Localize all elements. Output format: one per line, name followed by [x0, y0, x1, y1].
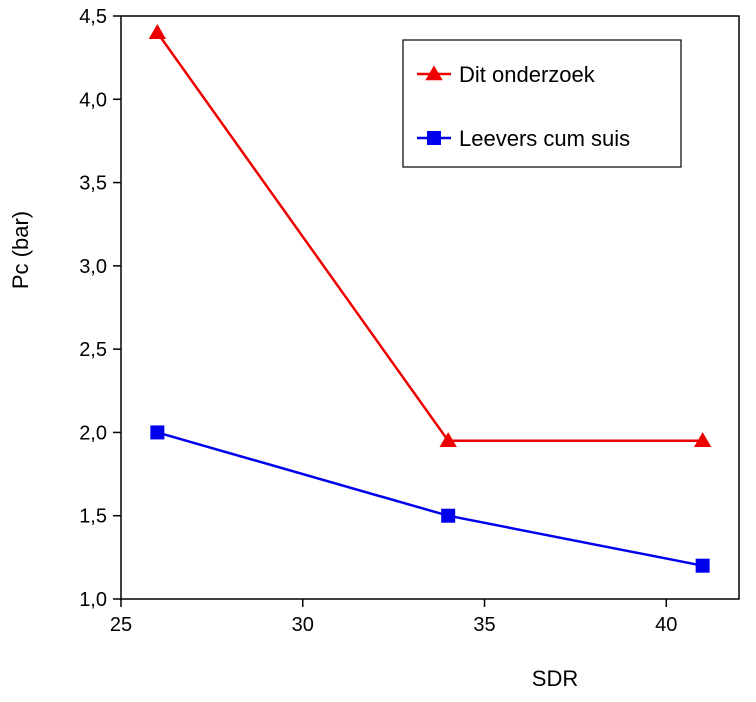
x-tick-label: 25 — [110, 614, 132, 636]
legend-item: Dit onderzoek — [417, 62, 596, 87]
x-axis: 25 30 35 40 — [110, 599, 677, 636]
series-layer — [148, 23, 712, 573]
triangle-marker — [148, 23, 167, 39]
y-tick-label: 4,5 — [79, 6, 107, 28]
triangle-marker — [439, 432, 457, 448]
y-tick-label: 4,0 — [79, 89, 107, 111]
y-tick-label: 3,5 — [79, 173, 107, 195]
legend-label: Dit onderzoek — [459, 62, 596, 87]
legend-item: Leevers cum suis — [417, 126, 630, 151]
square-marker — [695, 558, 710, 573]
square-marker — [441, 508, 456, 523]
triangle-marker — [425, 65, 443, 81]
legend: Dit onderzoek Leevers cum suis — [402, 39, 682, 168]
y-axis: 1,0 1,5 2,0 2,5 3,0 3,5 4,0 4,5 — [79, 6, 121, 611]
x-axis-title: SDR — [532, 666, 578, 691]
y-tick-label: 1,5 — [79, 506, 107, 528]
y-tick-label: 3,0 — [79, 256, 107, 278]
x-tick-label: 40 — [655, 614, 677, 636]
square-marker — [427, 131, 441, 145]
legend-label: Leevers cum suis — [459, 126, 630, 151]
x-tick-label: 35 — [473, 614, 495, 636]
y-tick-label: 2,0 — [79, 422, 107, 444]
square-marker — [150, 425, 165, 440]
y-tick-label: 2,5 — [79, 339, 107, 361]
x-tick-label: 30 — [292, 614, 314, 636]
y-axis-title: Pc (bar) — [8, 211, 33, 289]
triangle-marker — [693, 432, 712, 448]
legend-box — [402, 39, 682, 168]
series — [150, 425, 710, 573]
series — [148, 23, 712, 448]
y-tick-label: 1,0 — [79, 589, 107, 611]
